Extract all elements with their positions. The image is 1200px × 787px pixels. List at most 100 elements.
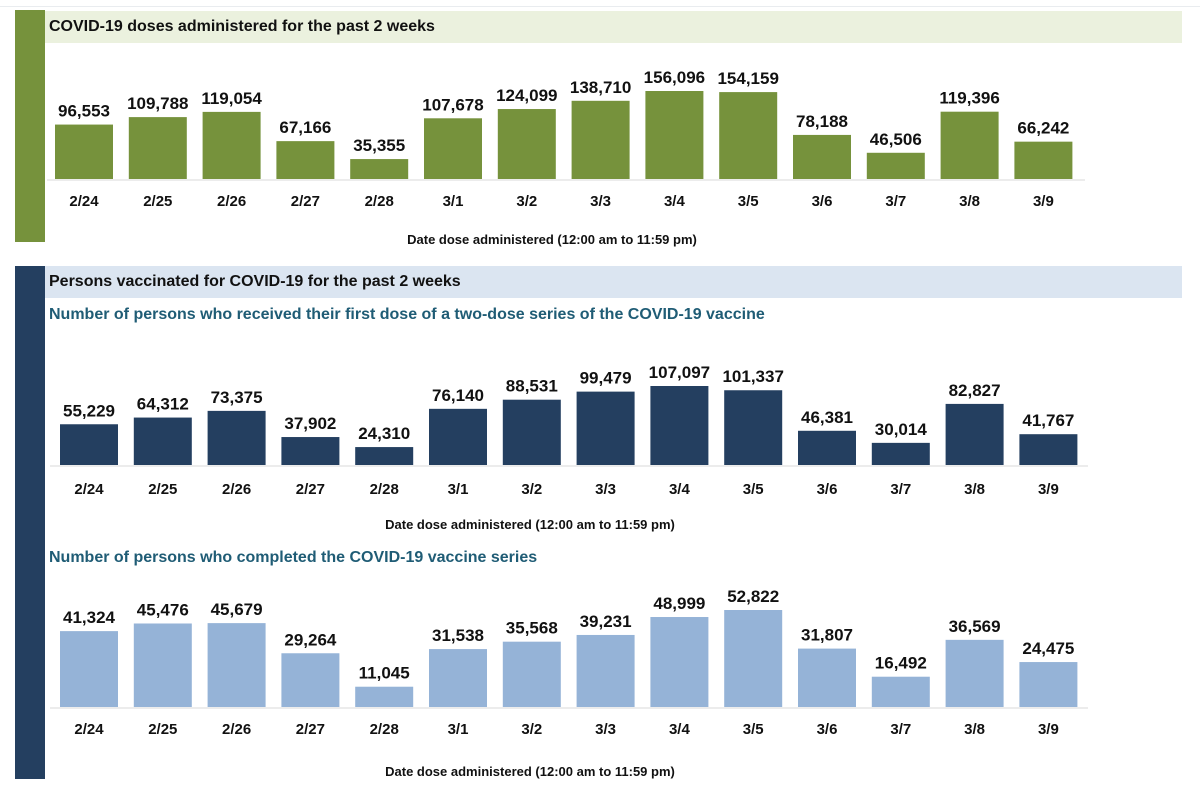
completed-data-label: 39,231 <box>580 612 632 631</box>
first-dose-data-label: 64,312 <box>137 395 189 414</box>
completed-x-tick-label: 3/1 <box>448 721 469 738</box>
first-dose-bar <box>1019 434 1078 465</box>
first-dose-data-label: 30,014 <box>875 420 928 439</box>
doses-data-label: 138,710 <box>570 78 631 97</box>
doses-data-label: 119,054 <box>201 89 262 108</box>
first-dose-bar <box>207 410 266 465</box>
doses-bar <box>645 91 704 179</box>
completed-data-label: 29,264 <box>284 630 337 649</box>
doses-bar <box>571 100 630 179</box>
persons-section-title: Persons vaccinated for COVID-19 for the … <box>45 266 1182 298</box>
first-dose-x-tick-label: 3/5 <box>743 481 764 498</box>
doses-data-label: 78,188 <box>796 112 848 131</box>
first-dose-bar <box>133 417 192 465</box>
first-dose-bar <box>281 437 340 465</box>
doses-bar <box>719 92 778 179</box>
doses-data-label: 67,166 <box>279 118 331 137</box>
first-dose-bar <box>650 386 709 465</box>
completed-data-label: 48,999 <box>653 594 705 613</box>
doses-bar <box>128 117 187 179</box>
doses-bar <box>1014 141 1073 179</box>
completed-data-label: 16,492 <box>875 654 927 673</box>
completed-x-tick-label: 2/25 <box>148 721 177 738</box>
completed-bar <box>502 641 561 707</box>
top-rule <box>0 6 1200 7</box>
doses-sidebar-accent <box>15 10 45 242</box>
first-dose-x-axis-title: Date dose administered (12:00 am to 11:5… <box>385 517 675 532</box>
first-dose-bar <box>945 403 1004 465</box>
doses-data-label: 109,788 <box>127 94 188 113</box>
completed-data-label: 24,475 <box>1022 639 1074 658</box>
first-dose-data-label: 73,375 <box>211 388 263 407</box>
doses-x-tick-label: 3/9 <box>1033 193 1054 210</box>
first-dose-x-tick-label: 3/4 <box>669 481 691 498</box>
completed-bar <box>945 639 1004 707</box>
completed-data-label: 31,538 <box>432 626 484 645</box>
doses-data-label: 119,396 <box>939 89 1000 108</box>
first-dose-data-label: 88,531 <box>506 377 558 396</box>
completed-chart-title: Number of persons who completed the COVI… <box>49 549 538 566</box>
completed-x-tick-label: 3/8 <box>964 721 985 738</box>
first-dose-data-label: 101,337 <box>722 367 783 386</box>
completed-x-tick-label: 3/6 <box>817 721 838 738</box>
doses-data-label: 46,506 <box>870 130 922 149</box>
doses-x-tick-label: 3/1 <box>443 193 464 210</box>
first-dose-x-tick-label: 3/1 <box>448 481 469 498</box>
first-dose-x-tick-label: 3/8 <box>964 481 985 498</box>
completed-bar <box>133 623 192 707</box>
completed-x-axis-title: Date dose administered (12:00 am to 11:5… <box>385 764 675 779</box>
first-dose-x-tick-label: 3/9 <box>1038 481 1059 498</box>
doses-bar <box>55 124 113 179</box>
completed-x-tick-label: 2/28 <box>370 721 399 738</box>
first-dose-x-tick-label: 3/7 <box>890 481 911 498</box>
completed-bar <box>281 653 340 707</box>
first-dose-x-tick-label: 3/3 <box>595 481 616 498</box>
completed-data-label: 31,807 <box>801 626 853 645</box>
completed-x-tick-label: 3/2 <box>521 721 542 738</box>
completed-bar <box>650 617 709 707</box>
completed-data-label: 35,568 <box>506 619 558 638</box>
first-dose-data-label: 24,310 <box>358 424 410 443</box>
doses-data-label: 35,355 <box>353 136 405 155</box>
completed-bar <box>429 649 487 707</box>
completed-x-tick-label: 2/27 <box>296 721 325 738</box>
doses-bar <box>424 118 482 179</box>
completed-bar <box>1019 662 1078 707</box>
completed-bar <box>576 634 635 707</box>
completed-bar <box>724 610 783 707</box>
doses-section-title: COVID-19 doses administered for the past… <box>45 11 1182 43</box>
doses-data-label: 107,678 <box>422 95 483 114</box>
first-dose-data-label: 82,827 <box>949 381 1001 400</box>
doses-x-tick-label: 2/24 <box>69 193 99 210</box>
doses-bar-chart: 96,553 2/24 109,788 2/25 119,054 2/26 67,166 2/… <box>47 68 1085 247</box>
first-dose-x-tick-label: 2/26 <box>222 481 251 498</box>
completed-bar <box>798 648 856 707</box>
first-dose-x-tick-label: 3/6 <box>817 481 838 498</box>
completed-x-tick-label: 3/4 <box>669 721 691 738</box>
doses-bar <box>940 111 999 179</box>
persons-sidebar-accent <box>15 266 45 779</box>
completed-x-tick-label: 3/5 <box>743 721 764 738</box>
doses-x-tick-label: 3/4 <box>664 193 686 210</box>
doses-bar <box>866 152 925 179</box>
completed-data-label: 41,324 <box>63 608 116 627</box>
doses-x-tick-label: 3/3 <box>590 193 611 210</box>
first-dose-x-tick-label: 2/27 <box>296 481 325 498</box>
first-dose-chart-title: Number of persons who received their fir… <box>49 306 765 323</box>
doses-data-label: 66,242 <box>1017 119 1069 138</box>
doses-data-label: 96,553 <box>58 102 110 121</box>
first-dose-data-label: 107,097 <box>649 363 710 382</box>
completed-data-label: 45,679 <box>211 600 263 619</box>
first-dose-bar <box>429 408 487 465</box>
completed-data-label: 52,822 <box>727 587 779 606</box>
first-dose-data-label: 41,767 <box>1022 411 1074 430</box>
doses-bar <box>497 109 556 179</box>
first-dose-x-tick-label: 2/25 <box>148 481 177 498</box>
first-dose-bar <box>724 390 783 465</box>
completed-bar <box>207 623 266 707</box>
completed-bar <box>60 631 118 707</box>
first-dose-bar <box>502 399 561 465</box>
first-dose-bar <box>355 447 414 465</box>
doses-x-tick-label: 3/5 <box>738 193 759 210</box>
